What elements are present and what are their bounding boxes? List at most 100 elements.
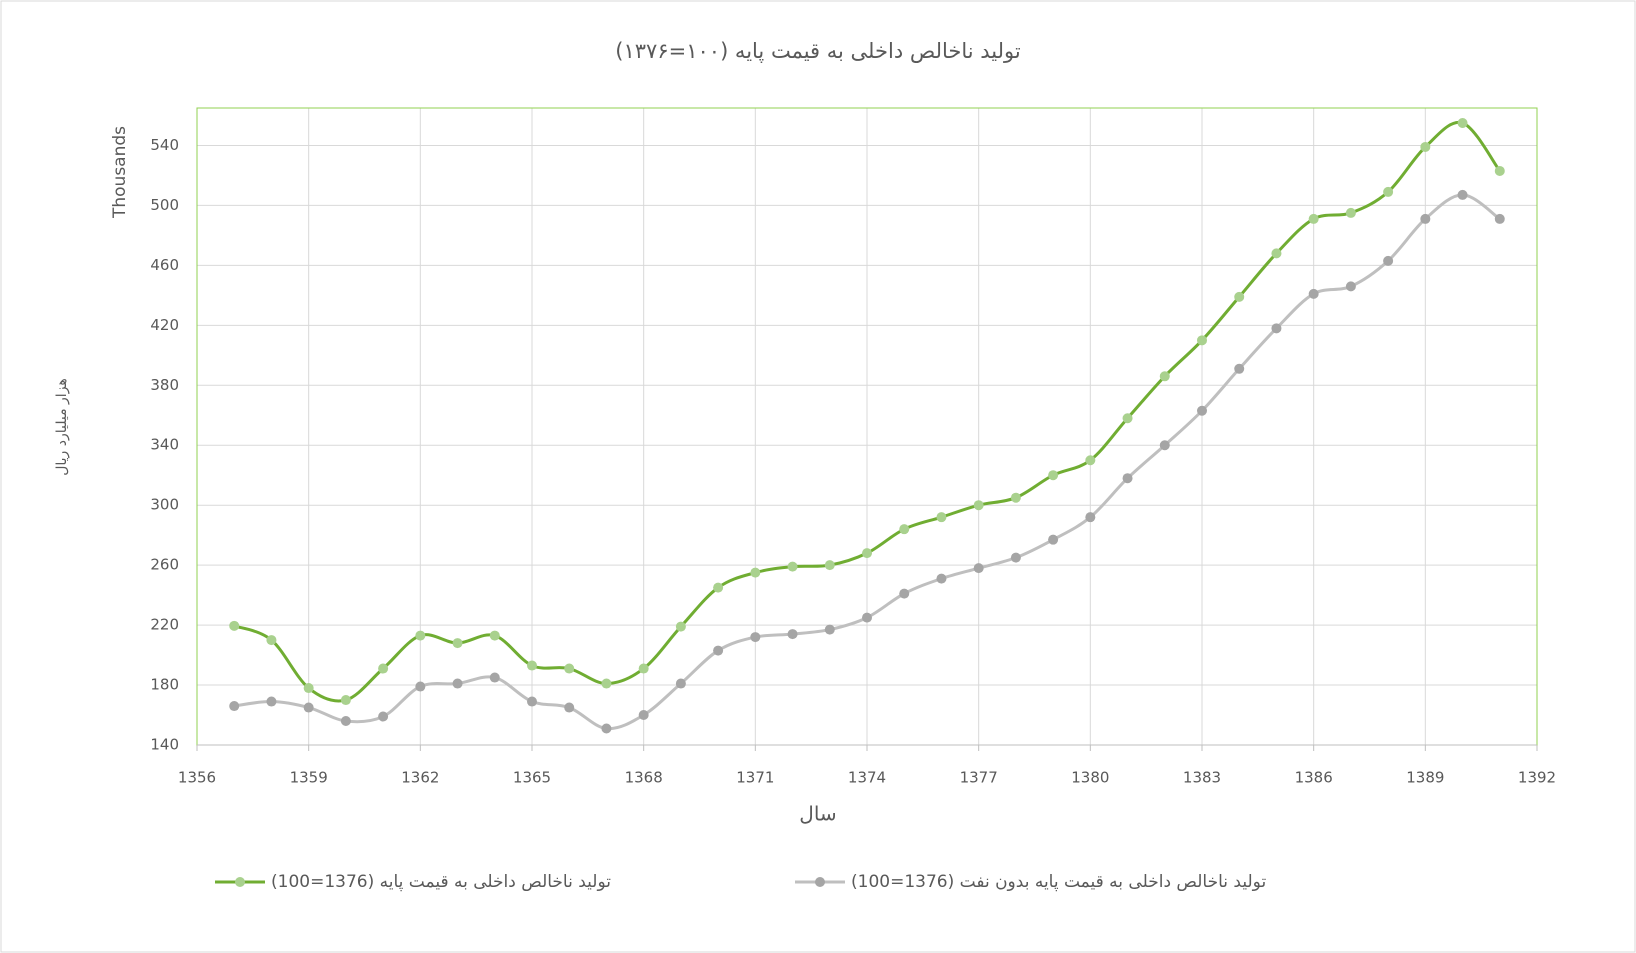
data-point (1085, 512, 1096, 523)
x-tick-label: 1356 (178, 769, 216, 787)
data-point (303, 683, 314, 694)
y-tick-label: 420 (150, 316, 179, 334)
y-tick-label: 300 (150, 496, 179, 514)
chart-title: تولید ناخالص داخلی به قیمت پایه (۱۰۰=۱۳۷… (615, 39, 1021, 63)
data-point (713, 645, 724, 656)
x-tick-label: 1371 (736, 769, 774, 787)
x-tick-label: 1368 (625, 769, 663, 787)
data-point (1085, 455, 1096, 466)
data-point (638, 663, 649, 674)
data-point (1197, 335, 1207, 346)
data-point (601, 678, 612, 689)
data-point (1420, 213, 1431, 224)
y-tick-label: 340 (150, 436, 179, 454)
data-point (750, 567, 761, 578)
data-point (1197, 405, 1207, 416)
data-point (1271, 248, 1282, 259)
y-tick-label: 500 (150, 196, 179, 214)
x-tick-label: 1365 (513, 769, 551, 787)
data-point (1420, 141, 1431, 152)
data-point (1159, 440, 1170, 451)
x-axis-title: سال (799, 802, 836, 826)
y-unit-label: Thousands (110, 126, 130, 219)
y-tick-label: 180 (150, 676, 179, 694)
data-point (973, 563, 984, 574)
data-point (638, 710, 649, 721)
data-point (229, 620, 240, 631)
data-point (564, 663, 575, 674)
data-point (1234, 291, 1245, 302)
data-point (527, 660, 537, 671)
data-point (1383, 186, 1394, 197)
data-point (527, 696, 537, 707)
legend-label: تولید ناخالص داخلی به قیمت پایه بدون نفت… (851, 872, 1266, 892)
data-point (787, 561, 798, 572)
data-point (303, 702, 314, 713)
data-point (1457, 189, 1468, 200)
data-point (266, 696, 277, 707)
data-point (452, 638, 463, 649)
data-point (266, 635, 277, 646)
data-point (1383, 255, 1394, 266)
data-point (1048, 534, 1059, 545)
data-point (1271, 323, 1282, 334)
data-point (340, 695, 351, 706)
data-point (1159, 371, 1170, 382)
data-point (601, 723, 612, 734)
x-tick-label: 1377 (960, 769, 998, 787)
x-tick-label: 1386 (1295, 769, 1333, 787)
data-point (489, 630, 500, 641)
data-point (1234, 363, 1245, 374)
y-tick-label: 260 (150, 556, 179, 574)
y-tick-label: 540 (150, 136, 179, 154)
data-point (1494, 213, 1505, 224)
data-point (415, 630, 426, 641)
data-point (1345, 207, 1356, 218)
data-point (564, 702, 575, 713)
data-point (1010, 552, 1021, 563)
data-point (824, 624, 835, 635)
y-tick-label: 140 (150, 736, 179, 754)
data-point (1457, 117, 1468, 128)
x-tick-label: 1389 (1406, 769, 1444, 787)
x-tick-label: 1380 (1071, 769, 1109, 787)
data-point (452, 678, 463, 689)
data-point (973, 500, 984, 511)
data-point (1494, 165, 1505, 176)
data-point (378, 663, 389, 674)
x-tick-label: 1362 (401, 769, 439, 787)
data-point (936, 512, 947, 523)
data-point (1010, 492, 1021, 503)
data-point (1048, 470, 1059, 481)
data-point (675, 621, 686, 632)
legend-label: تولید ناخالص داخلی به قیمت پایه (1376=10… (271, 872, 611, 892)
legend-marker (235, 877, 245, 887)
y-tick-label: 380 (150, 376, 179, 394)
data-point (862, 612, 872, 623)
data-point (899, 524, 910, 535)
data-point (1308, 288, 1319, 299)
x-tick-label: 1392 (1518, 769, 1556, 787)
y-tick-label: 460 (150, 256, 179, 274)
data-point (378, 711, 389, 722)
data-point (489, 672, 500, 683)
x-tick-label: 1374 (848, 769, 886, 787)
y-tick-label: 220 (150, 616, 179, 634)
data-point (415, 681, 426, 692)
data-point (936, 573, 947, 584)
y-axis-title: هزار میلیارد ریال (54, 378, 70, 476)
data-point (824, 560, 835, 571)
x-tick-label: 1359 (290, 769, 328, 787)
data-point (750, 632, 761, 643)
data-point (713, 582, 724, 593)
data-point (229, 701, 240, 712)
legend-marker (815, 877, 825, 887)
data-point (1308, 213, 1319, 224)
data-point (787, 629, 798, 640)
data-point (899, 588, 910, 599)
data-point (1122, 413, 1133, 424)
data-point (340, 716, 351, 727)
data-point (1345, 281, 1356, 292)
